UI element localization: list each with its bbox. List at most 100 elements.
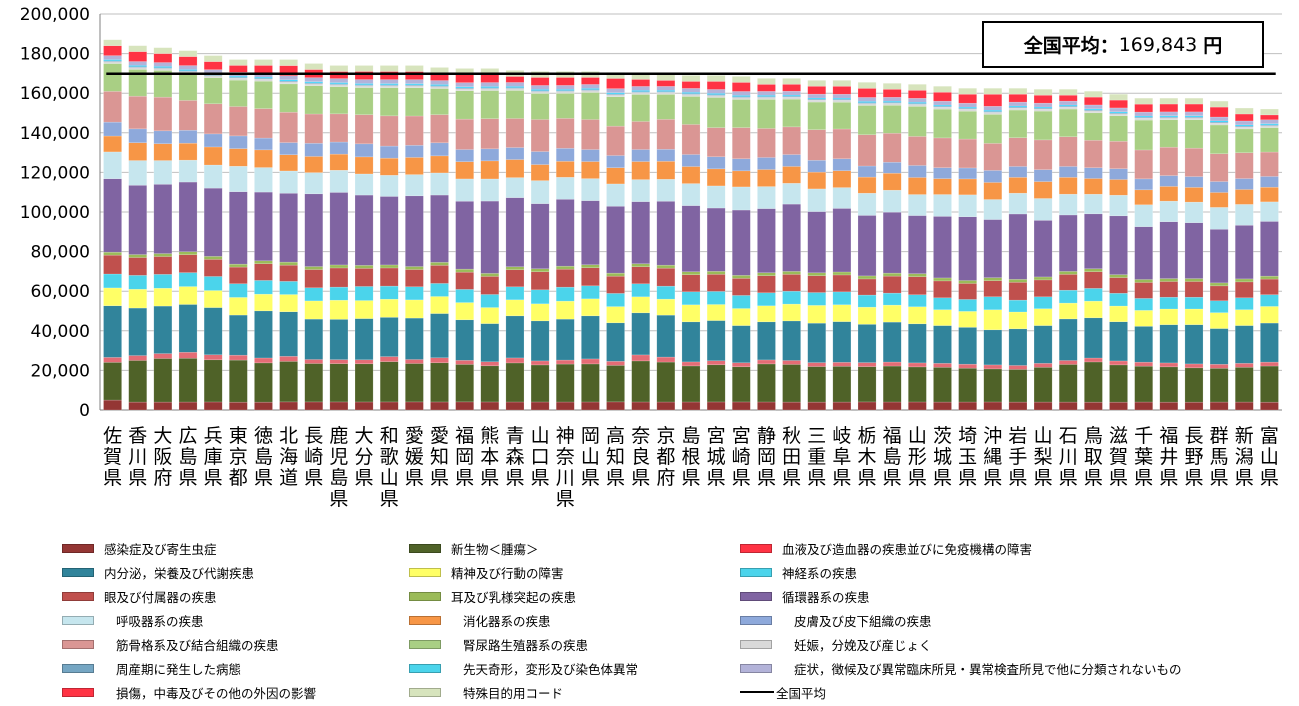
- bar-segment: [1234, 204, 1254, 226]
- bar-segment: [254, 191, 273, 262]
- bar-segment: [555, 93, 575, 119]
- bar-segment: [656, 119, 676, 150]
- bar-segment: [807, 362, 827, 367]
- bar-segment: [229, 359, 248, 403]
- x-tick-label: 埼: [958, 425, 977, 447]
- bar-segment: [530, 151, 550, 165]
- x-tick-label: 県: [380, 488, 399, 510]
- bar-segment: [329, 84, 349, 87]
- bar-stack: [178, 50, 198, 411]
- bar-segment: [1033, 367, 1053, 403]
- bar-segment: [555, 85, 575, 90]
- bar-stack: [1184, 97, 1204, 411]
- bar-segment: [555, 286, 575, 302]
- bar-segment: [304, 266, 324, 270]
- legend-item-average: 全国平均: [740, 681, 826, 703]
- bar-segment: [1159, 296, 1179, 310]
- bar-segment: [1234, 152, 1254, 179]
- bar-segment: [1058, 106, 1078, 110]
- x-tick-label: 根: [681, 446, 700, 468]
- bar-segment: [379, 285, 399, 300]
- bar-segment: [1260, 119, 1279, 124]
- bar-segment: [807, 401, 827, 411]
- bar-segment: [782, 303, 801, 322]
- bar-segment: [153, 401, 173, 411]
- bar-segment: [908, 106, 927, 137]
- x-tick-label: 県: [1034, 467, 1053, 489]
- bar-segment: [782, 84, 801, 92]
- bar-segment: [178, 100, 198, 131]
- bar-segment: [807, 305, 827, 324]
- bar-segment: [656, 298, 676, 316]
- x-tick-label: 県: [1235, 467, 1254, 489]
- bar-segment: [1260, 186, 1279, 203]
- bar-segment: [933, 106, 952, 110]
- bar-segment: [229, 77, 248, 81]
- bar-segment: [1058, 214, 1078, 272]
- bar-segment: [581, 200, 600, 266]
- bar-segment: [1058, 318, 1078, 361]
- bar-segment: [254, 59, 273, 66]
- bar-segment: [304, 193, 324, 267]
- bar-segment: [1184, 401, 1204, 411]
- legend-swatch: [409, 663, 441, 673]
- bar-segment: [1033, 220, 1053, 278]
- x-tick-label: 本: [480, 446, 499, 468]
- x-tick-label: 京: [229, 446, 248, 468]
- x-tick-label: 奈: [631, 425, 650, 447]
- bar-segment: [706, 75, 726, 82]
- bar-segment: [430, 142, 449, 157]
- bar-segment: [279, 401, 298, 411]
- bar-stack: [731, 76, 751, 411]
- bar-segment: [329, 299, 349, 320]
- bar-segment: [656, 80, 676, 87]
- bar-segment: [581, 315, 600, 360]
- bar-segment: [908, 194, 927, 216]
- bar-segment: [681, 401, 701, 411]
- bar-segment: [1033, 363, 1053, 368]
- x-tick-label: 城: [707, 446, 726, 468]
- bar-segment: [203, 61, 223, 70]
- x-tick-label: 長: [1184, 425, 1203, 447]
- legend-item: 特殊目的用コード: [409, 681, 563, 703]
- bar-segment: [254, 293, 273, 312]
- bar-segment: [1033, 198, 1053, 221]
- bar-segment: [254, 280, 273, 295]
- bar-segment: [153, 353, 173, 359]
- x-axis-labels: 佐賀県香川県大阪府広島県兵庫県東京都徳島県北海道長崎県鹿児島県大分県和歌山県愛媛…: [103, 425, 1279, 510]
- bar-segment: [832, 101, 852, 130]
- x-tick-label: 県: [1159, 467, 1178, 489]
- bar-segment: [530, 271, 550, 291]
- bar-segment: [153, 256, 173, 275]
- bar-segment: [1159, 324, 1179, 364]
- bar-segment: [882, 172, 902, 191]
- bar-segment: [304, 63, 324, 70]
- bar-segment: [1209, 328, 1229, 365]
- legend-swatch: [62, 687, 94, 697]
- bar-segment: [329, 363, 349, 403]
- bar-segment: [933, 108, 952, 139]
- bar-segment: [782, 98, 801, 128]
- bar-segment: [555, 265, 575, 270]
- x-tick-label: 山: [380, 467, 399, 489]
- bar-segment: [1209, 124, 1229, 155]
- bar-segment: [631, 179, 651, 202]
- bar-segment: [1260, 278, 1279, 295]
- x-tick-label: 県: [1134, 467, 1153, 489]
- bar-segment: [606, 167, 625, 185]
- legend-label: 先天奇形，変形及び染色体異常: [463, 661, 639, 677]
- bar-segment: [153, 305, 173, 354]
- bar-segment: [581, 84, 600, 89]
- bar-segment: [153, 160, 173, 185]
- bar-segment: [304, 401, 324, 411]
- bar-segment: [530, 360, 550, 366]
- x-tick-label: 新: [1235, 425, 1254, 447]
- bar-segment: [807, 93, 827, 99]
- bar-segment: [681, 166, 701, 184]
- bar-segment: [405, 299, 424, 319]
- bar-segment: [455, 74, 474, 83]
- bar-stack: [1260, 108, 1279, 411]
- x-tick-label: 高: [606, 425, 625, 447]
- legend-label: 内分泌，栄養及び代謝疾患: [104, 565, 255, 581]
- bar-segment: [1008, 166, 1028, 178]
